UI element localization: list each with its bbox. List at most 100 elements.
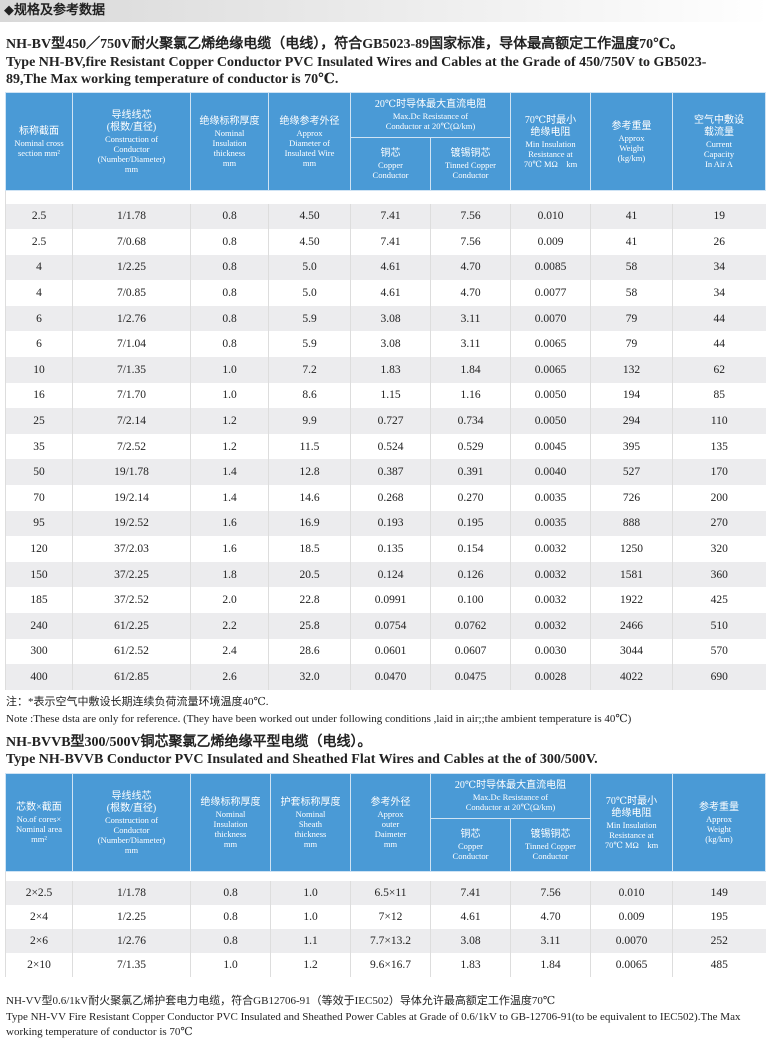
table-cell: 0.135	[350, 536, 431, 562]
table-cell: 7.7×13.2	[350, 928, 431, 953]
table-cell: 0.734	[430, 408, 511, 434]
table-row: 2.5 7/0.68 0.8 4.50 7.41 7.56 0.009 41 26	[5, 229, 766, 255]
table-cell: 0.154	[430, 536, 511, 562]
table-cell: 1581	[590, 561, 673, 588]
header-line: mm	[303, 838, 318, 849]
header-line: 导线线芯	[111, 109, 152, 121]
table-cell: 195	[672, 904, 766, 929]
table-cell: 1.6	[190, 536, 269, 562]
table-cell: 149	[672, 880, 766, 905]
header-line: 镀锡铜芯	[450, 148, 491, 159]
table-cell: 2466	[590, 613, 673, 639]
header-line: 载流量	[704, 126, 734, 138]
table-cell: 12.8	[268, 459, 351, 486]
table-cell: 34	[672, 254, 766, 281]
table-cell: 41	[590, 229, 673, 255]
table-cell: 690	[672, 664, 766, 690]
header-line: (Number/Diameter)	[97, 153, 166, 164]
table-cell: 3.11	[510, 928, 591, 953]
header-line: Nominal	[214, 127, 245, 138]
header-row: 标称截面 Nominal cross section mm² 导线线芯 (根数/直径) C…	[5, 92, 766, 191]
table-cell: 0.0065	[590, 952, 673, 977]
table-cell: 1.4	[190, 485, 269, 511]
table-cell: 8.6	[268, 382, 351, 409]
spacer-row	[5, 190, 766, 204]
table-cell: 1.1	[270, 928, 351, 953]
table-cell: 6.5×11	[350, 880, 431, 905]
table-cell: 0.387	[350, 459, 431, 486]
table-cell: 7/0.85	[72, 280, 191, 306]
table-cell: 37/2.25	[72, 561, 191, 588]
table-row: 400 61/2.85 2.6 32.0 0.0470 0.0475 0.0028 4022 6…	[5, 664, 766, 690]
table-cell: 19/2.14	[72, 485, 191, 511]
table-cell: 2×4	[5, 904, 73, 929]
table-cell: 1.83	[350, 357, 431, 383]
header-line: 参考外径	[370, 796, 411, 808]
table-cell: 7.41	[350, 203, 431, 230]
table-cell: 0.8	[190, 254, 269, 281]
header-line: mm	[383, 838, 398, 849]
table-cell: 240	[5, 613, 73, 639]
table-cell: 726	[590, 485, 673, 511]
table-cell: 85	[672, 382, 766, 409]
header-line: Weight	[706, 823, 732, 834]
header-line: Max.Dc Resistance of	[392, 111, 469, 121]
header-line: In Air A	[705, 158, 733, 169]
table-cell: 3.08	[430, 928, 511, 953]
table-cell: 16	[5, 382, 73, 409]
table-cell: 37/2.03	[72, 536, 191, 562]
header-line: 绝缘电阻	[530, 126, 571, 138]
note: 注：*表示空气中敷设长期连续负荷流量环境温度40℃.	[6, 696, 269, 708]
table-row: 35 7/2.52 1.2 11.5 0.524 0.529 0.0045 395 135	[5, 433, 766, 460]
table-cell: 7/1.04	[72, 331, 191, 358]
header-line: 镀锡铜芯	[530, 829, 571, 840]
table-cell: 2.6	[190, 664, 269, 690]
table-cell: 61/2.25	[72, 613, 191, 639]
header-line: mm	[223, 838, 238, 849]
table-cell: 1.6	[190, 510, 269, 537]
table-cell: 2.5	[5, 229, 73, 255]
header-line: Construction of	[104, 133, 159, 144]
table-row: 25 7/2.14 1.2 9.9 0.727 0.734 0.0050 294 110	[5, 408, 766, 434]
table-cell: 6	[5, 331, 73, 358]
table-cell: 527	[590, 459, 673, 486]
table-row: 95 19/2.52 1.6 16.9 0.193 0.195 0.0035 888 270	[5, 510, 766, 537]
table-cell: 510	[672, 613, 766, 639]
spacer	[5, 871, 766, 881]
table-cell: 110	[672, 408, 766, 434]
table-cell: 7.41	[430, 880, 511, 905]
table-cell: 34	[672, 280, 766, 306]
table-cell: 9.9	[268, 408, 351, 434]
table-cell: 11.5	[268, 433, 351, 460]
header-line: Copper	[457, 841, 484, 851]
table-cell: 0.391	[430, 459, 511, 486]
table-row: 2×4 1/2.25 0.8 1.0 7×12 4.61 4.70 0.009 195	[5, 904, 766, 929]
table: 芯数×截面 No.of cores× Nominal area mm² 导线线芯 (根数/…	[5, 773, 766, 977]
header-line: Construction of	[104, 814, 159, 825]
table-cell: 0.0754	[350, 613, 431, 639]
table-cell: 0.0045	[510, 433, 591, 460]
table-cell: 41	[590, 203, 673, 230]
header-cell: 绝缘参考外径 Approx Diameter of Insulated Wire mm	[268, 92, 351, 191]
table-cell: 150	[5, 561, 73, 588]
header-line: Conductor	[113, 824, 150, 835]
table-cell: 1/1.78	[72, 880, 191, 905]
table-cell: 61/2.85	[72, 664, 191, 690]
table-cell: 0.124	[350, 561, 431, 588]
table-cell: 79	[590, 331, 673, 358]
header-line: Max.Dc Resistance of	[472, 792, 549, 802]
table-cell: 20.5	[268, 561, 351, 588]
header-line: Conductor at 20℃(Ω/km)	[465, 802, 556, 812]
table-cell: 2×2.5	[5, 880, 73, 905]
table-cell: 395	[590, 433, 673, 460]
table-cell: 4.70	[430, 254, 511, 281]
header-row: 铜芯 Copper Conductor 镀锡铜芯 Tinned Copper Conduc…	[6, 137, 766, 191]
header-cell: 70℃时最小 绝缘电阻 Min Insulation Resistance at 70℃…	[590, 773, 673, 872]
header-line: (根数/直径)	[106, 802, 157, 814]
header-cell: 70℃时最小 绝缘电阻 Min Insulation Resistance at 70℃…	[510, 92, 591, 191]
table-cell: 3.08	[350, 305, 431, 332]
table-cell: 10	[5, 357, 73, 383]
table-cell: 294	[590, 408, 673, 434]
table-cell: 4.61	[350, 254, 431, 281]
table-cell: 3044	[590, 638, 673, 665]
